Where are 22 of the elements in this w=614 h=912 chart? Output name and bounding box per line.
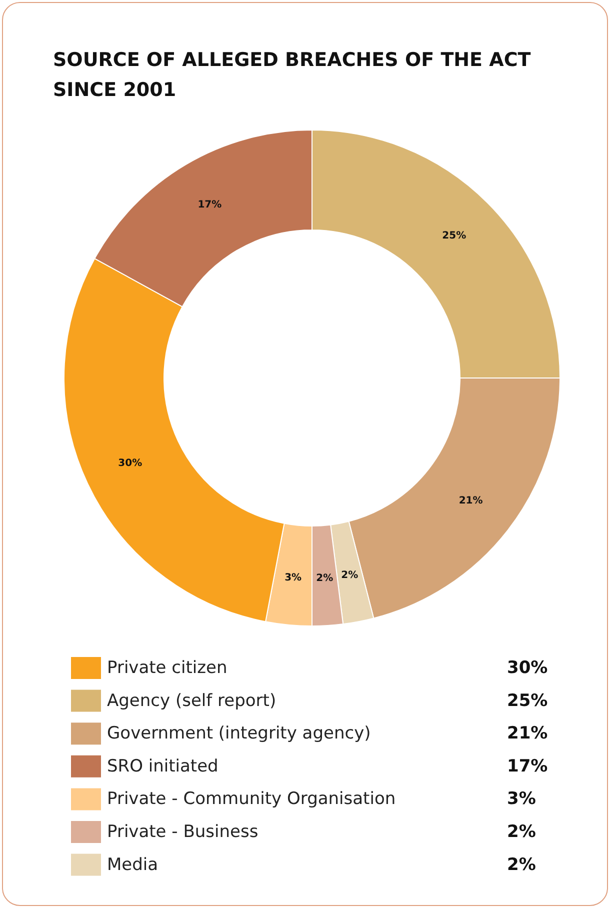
- legend-label: SRO initiated: [107, 756, 218, 776]
- data-label: 17%: [198, 199, 222, 210]
- legend-label: Agency (self report): [107, 690, 276, 711]
- text: 21%: [507, 724, 548, 744]
- legend-label: Media: [107, 854, 158, 875]
- legend-label: Private - Community Organisation: [107, 789, 396, 810]
- data-label: 2%: [341, 570, 358, 581]
- data-label: 30%: [118, 458, 142, 470]
- text: 30%: [507, 658, 548, 678]
- data-label: 25%: [442, 230, 466, 242]
- data-label: 3%: [284, 572, 302, 584]
- legend-label: Government (integrity agency): [107, 724, 371, 744]
- text: 17%: [507, 756, 548, 776]
- text: 2%: [507, 822, 536, 842]
- text: 2%: [507, 854, 536, 875]
- data-label: 2%: [316, 573, 334, 584]
- text: 3%: [507, 789, 536, 810]
- data-label: 21%: [458, 496, 483, 507]
- text: 25%: [507, 690, 548, 711]
- legend-label: Private citizen: [107, 658, 228, 678]
- legend-label: Private - Business: [107, 822, 258, 842]
- chart-title: SOURCE OF ALLEGED BREACHES OF THE ACT SINCE 2001: [53, 49, 538, 101]
